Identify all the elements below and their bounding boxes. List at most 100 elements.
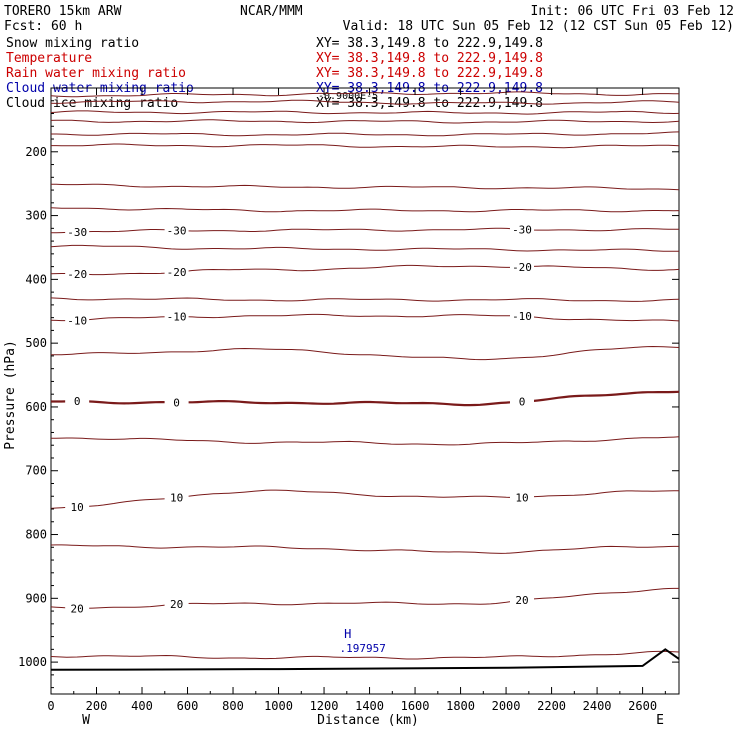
isotherm-15 xyxy=(50,544,679,554)
x-axis-label: Distance (km) xyxy=(317,713,419,728)
y-tick-label: 300 xyxy=(25,209,47,223)
isotherm-label: -30 xyxy=(167,224,187,237)
isotherm-label-bg xyxy=(164,265,189,278)
isotherm-label-bg xyxy=(65,313,90,326)
isotherm-label: -30 xyxy=(67,226,87,239)
y-tick-label: 400 xyxy=(25,272,47,286)
isotherm--60 xyxy=(50,110,680,115)
isotherm-label: -10 xyxy=(167,310,187,323)
init-time: Init: 06 UTC Fri 03 Feb 12 xyxy=(531,4,735,19)
high-marker-symbol: H xyxy=(344,627,351,641)
isotherm-25 xyxy=(50,650,680,660)
x-tick-label: 0 xyxy=(47,699,54,713)
isotherm-label: 20 xyxy=(170,598,183,611)
valid-time: Valid: 18 UTC Sun 05 Feb 12 (12 CST Sun … xyxy=(343,19,734,34)
isotherm--45 xyxy=(51,143,680,149)
isotherm-label: 20 xyxy=(515,594,528,607)
legend-temperature-label: Temperature xyxy=(6,51,92,66)
isotherm-label-bg xyxy=(164,395,189,408)
isotherm-label: -20 xyxy=(512,261,532,274)
x-axis: 0 200 400 600 800 1000 1200 1400 1600 1800 2000 220… xyxy=(47,88,666,713)
y-tick-label: 200 xyxy=(25,145,47,159)
isotherm--40 xyxy=(50,183,680,191)
isotherm--20 xyxy=(50,264,680,276)
isotherm--55 xyxy=(50,119,680,124)
isotherm-label: 0 xyxy=(519,396,526,409)
x-tick-label: 2000 xyxy=(492,699,521,713)
isotherm-label-bg xyxy=(164,490,189,503)
high-marker-value: .197957 xyxy=(340,642,386,655)
isotherm-label: 10 xyxy=(71,501,84,514)
isotherm--10 xyxy=(50,313,680,322)
isotherm-label-bg xyxy=(510,260,534,273)
isotherm-label-bg xyxy=(510,222,534,235)
isotherm-label: 10 xyxy=(170,492,183,505)
y-tick-label: 1000 xyxy=(18,655,47,669)
isotherm--15 xyxy=(50,297,680,302)
high-marker: H .197957 xyxy=(340,627,386,655)
y-tick-label: 500 xyxy=(25,336,47,350)
legend-cloud-ice-label: Cloud ice mixing ratio xyxy=(6,96,178,111)
source-label: NCAR/MMM xyxy=(240,4,303,19)
isotherm-label-bg xyxy=(65,499,90,512)
x-tick-label: 2200 xyxy=(537,699,566,713)
isotherm-label-bg xyxy=(164,596,189,609)
x-tick-label: 2600 xyxy=(628,699,657,713)
isotherm--65 xyxy=(50,99,680,105)
x-tick-label: 1400 xyxy=(355,699,384,713)
isotherm--70 xyxy=(50,91,680,98)
x-tick-label: 200 xyxy=(86,699,108,713)
isotherm-labels: -30 -30 -30 -20 -20 -20 -10 -10 -10 0 0 0 10 10 10 20 20… xyxy=(65,222,534,615)
isotherm-label: 20 xyxy=(71,602,84,615)
isotherm--30 xyxy=(51,227,680,234)
x-tick-label: 800 xyxy=(222,699,244,713)
isotherm-label-bg xyxy=(510,309,534,322)
legend-temperature-xy: XY= 38.3,149.8 to 222.9,149.8 xyxy=(316,51,543,66)
isotherm-0 xyxy=(51,390,680,407)
isotherm--50 xyxy=(51,131,680,137)
legend-cloud-ice-xy: XY= 38.3,149.8 to 222.9,149.8 xyxy=(316,96,543,111)
model-title: TORERO 15km ARW xyxy=(4,4,122,19)
isotherm-label-bg xyxy=(65,224,90,237)
isotherm-10 xyxy=(50,489,680,509)
x-axis-west-label: W xyxy=(82,713,90,728)
isotherm-label: 0 xyxy=(74,395,81,408)
isotherm-label: 0 xyxy=(173,396,180,409)
isotherm--35 xyxy=(50,207,680,213)
isotherm-label: -20 xyxy=(67,268,87,281)
legend-snow-label: Snow mixing ratio xyxy=(6,36,139,51)
isotherm-label-bg xyxy=(164,223,189,236)
terrain-profile xyxy=(50,648,680,671)
isotherm-label-bg xyxy=(510,490,534,503)
isotherm-label: -30 xyxy=(512,223,532,236)
y-axis-label: Pressure (hPa) xyxy=(3,340,18,450)
legend: Snow mixing ratio XY= 38.3,149.8 to 222.… xyxy=(6,36,543,111)
x-tick-label: 2400 xyxy=(583,699,612,713)
x-tick-label: 1600 xyxy=(401,699,430,713)
x-tick-label: 400 xyxy=(131,699,153,713)
isotherm-label: -10 xyxy=(67,314,87,327)
isotherm--5 xyxy=(51,345,680,361)
x-tick-label: 1200 xyxy=(310,699,339,713)
isotherm-label: 10 xyxy=(515,491,528,504)
isotherm-label: -20 xyxy=(167,266,187,279)
overlapping-contour-label: -0.9000E-5 xyxy=(318,91,378,102)
isotherm-label-bg xyxy=(65,601,90,614)
y-tick-label: 900 xyxy=(25,591,47,605)
x-tick-label: 600 xyxy=(177,699,199,713)
x-tick-label: 1800 xyxy=(446,699,475,713)
y-tick-label: 800 xyxy=(25,528,47,542)
isotherm-label-bg xyxy=(510,394,534,407)
isotherm-label: -10 xyxy=(512,310,532,323)
isotherm-20 xyxy=(50,587,679,609)
forecast-hour: Fcst: 60 h xyxy=(4,19,82,34)
x-tick-label: 1000 xyxy=(264,699,293,713)
legend-snow-xy: XY= 38.3,149.8 to 222.9,149.8 xyxy=(316,36,543,51)
isotherm--25 xyxy=(50,244,679,252)
legend-rain-xy: XY= 38.3,149.8 to 222.9,149.8 xyxy=(316,66,543,81)
isotherm-label-bg xyxy=(65,266,90,279)
terrain-line xyxy=(50,648,680,671)
isotherm-contours xyxy=(50,91,680,660)
